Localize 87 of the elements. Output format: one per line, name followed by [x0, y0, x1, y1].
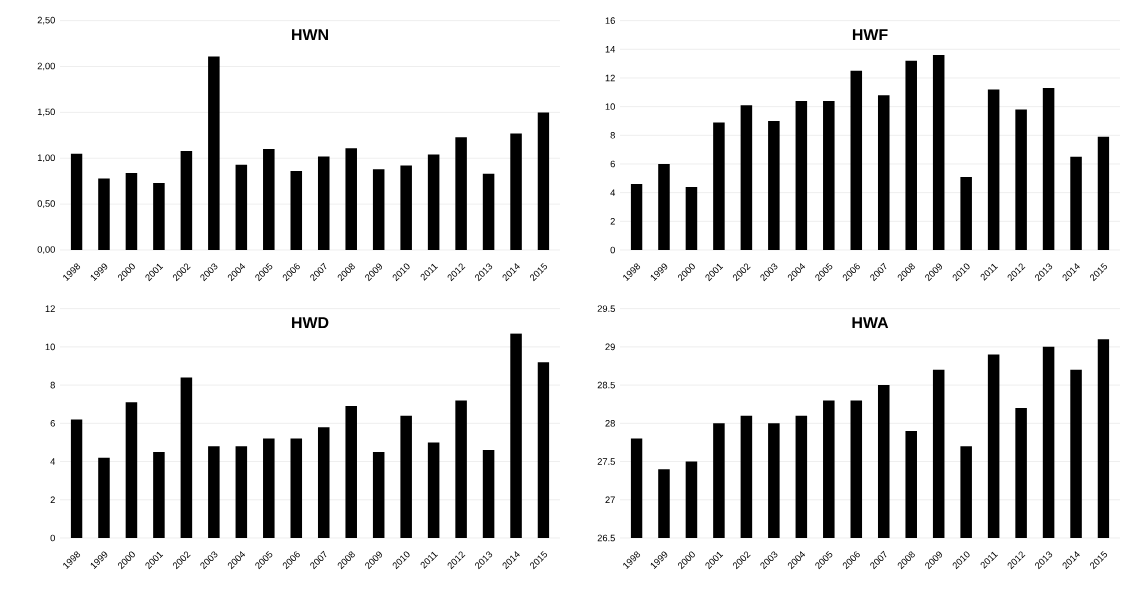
bar	[823, 100, 835, 250]
bar	[427, 442, 440, 538]
y-tick-label: 28.5	[597, 381, 615, 389]
bar	[1097, 136, 1110, 250]
bar	[125, 402, 138, 538]
y-tick-label: 6	[610, 160, 615, 168]
y-tick-label: 10	[605, 103, 615, 110]
bar	[905, 60, 917, 250]
y-tick-label: 0	[50, 534, 55, 542]
y-tick-label: 8	[50, 381, 55, 389]
bar	[400, 415, 412, 538]
y-tick-label: 16	[605, 17, 615, 24]
bar	[317, 427, 330, 538]
y-tick-label: 27	[605, 496, 615, 504]
bar	[658, 163, 670, 250]
bar	[932, 55, 945, 250]
bar	[740, 105, 753, 250]
bar	[70, 419, 83, 538]
y-tick-label: 29	[605, 343, 615, 351]
bar	[427, 154, 440, 250]
bar	[372, 169, 385, 250]
y-tick-label: 2	[50, 496, 55, 504]
bar	[482, 450, 495, 538]
bar	[987, 89, 1000, 250]
y-tick-label: 1,50	[37, 108, 55, 117]
y-tick-label: 1,00	[37, 154, 55, 163]
y-tick-label: 0,50	[37, 200, 55, 208]
y-tick-label: 0,00	[37, 246, 55, 254]
chart-title: HWD	[292, 317, 329, 329]
y-tick-label: 12	[605, 74, 615, 82]
y-tick-label: 0	[610, 246, 615, 254]
bar	[537, 112, 550, 250]
y-tick-label: 6	[50, 420, 55, 427]
bar	[263, 438, 275, 538]
bar	[877, 95, 890, 250]
y-tick-label: 12	[45, 305, 55, 312]
y-tick-label: 4	[610, 189, 616, 196]
bar	[510, 133, 522, 250]
y-tick-label: 2	[610, 218, 615, 225]
bar	[180, 150, 193, 250]
bar	[125, 172, 138, 250]
bar	[1015, 109, 1027, 250]
bar	[180, 377, 193, 538]
bar	[290, 438, 303, 538]
y-tick-label: 8	[610, 132, 615, 139]
y-tick-label: 4	[50, 458, 56, 465]
bar	[70, 153, 83, 250]
bar	[153, 451, 165, 538]
y-tick-label: 2,00	[37, 62, 55, 71]
bar	[235, 446, 248, 538]
bar	[98, 457, 110, 538]
bar	[1042, 88, 1055, 250]
bar	[713, 122, 725, 250]
bar	[685, 186, 698, 250]
bar	[263, 149, 275, 250]
bar	[400, 165, 412, 250]
bar	[482, 173, 495, 250]
bar	[768, 120, 780, 250]
bar	[208, 446, 220, 538]
bar	[98, 178, 110, 250]
bar	[537, 362, 550, 538]
bar	[345, 148, 357, 250]
bar	[290, 171, 303, 250]
bar	[1070, 156, 1082, 250]
bar	[208, 56, 220, 250]
y-tick-label: 2,50	[37, 16, 55, 25]
bar	[153, 183, 165, 250]
bar	[455, 400, 467, 538]
bar	[850, 70, 863, 250]
y-tick-label: 27.5	[597, 458, 615, 465]
y-tick-label: 28	[605, 420, 615, 427]
chart-title: HWF	[852, 29, 888, 41]
bar	[795, 100, 808, 250]
bar	[960, 176, 972, 250]
y-tick-label: 10	[45, 343, 55, 351]
y-tick-label: 26.5	[597, 534, 615, 542]
bar	[630, 184, 643, 250]
chart-title: HWA	[852, 317, 889, 329]
y-tick-label: 14	[605, 46, 616, 53]
bar	[510, 333, 522, 538]
bar	[345, 406, 357, 538]
bar	[235, 164, 248, 250]
chart-title: HWN	[292, 29, 328, 41]
bar	[317, 156, 330, 250]
y-tick-label: 29.5	[597, 305, 615, 312]
bar	[455, 137, 467, 250]
bar	[372, 451, 385, 538]
